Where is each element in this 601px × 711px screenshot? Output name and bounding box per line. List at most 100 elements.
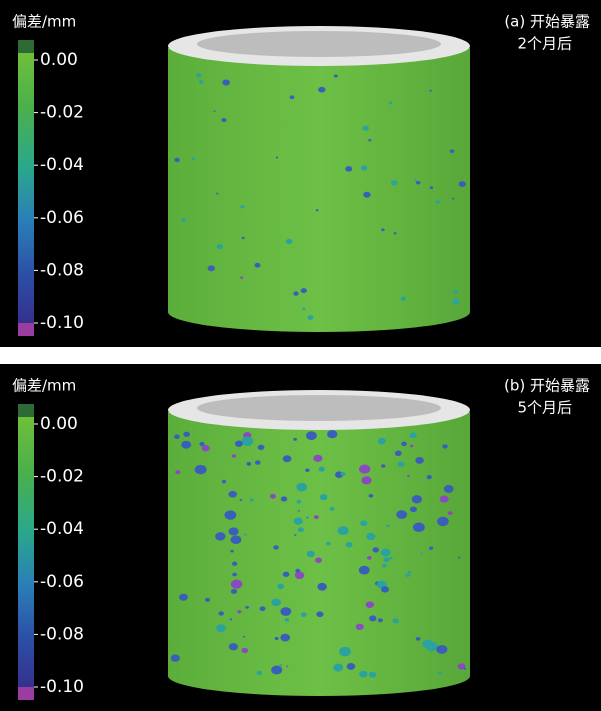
deviation-spot (240, 276, 243, 278)
deviation-spot (231, 580, 243, 589)
colorbar-bottom (18, 323, 34, 336)
deviation-spot (453, 290, 457, 294)
colorbar-tick-label: 0.00 (40, 50, 78, 70)
colorbar-top (18, 404, 34, 417)
deviation-spot (181, 218, 186, 222)
colorbar-bottom (18, 687, 34, 700)
deviation-spot (250, 498, 254, 501)
deviation-spot (333, 664, 343, 672)
caption-line1: (b) 开始暴露 (504, 377, 590, 395)
deviation-spot (224, 510, 236, 519)
deviation-spot (242, 437, 254, 446)
deviation-spot (305, 468, 309, 471)
deviation-spot (231, 535, 242, 544)
deviation-spot (205, 598, 210, 602)
colorbar-tick-label: -0.10 (40, 313, 84, 333)
deviation-spot (258, 445, 265, 450)
panel: 偏差/mm0.00-0.02-0.04-0.06-0.08-0.10(b) 开始… (0, 364, 601, 711)
deviation-spot (339, 647, 351, 656)
deviation-spot (306, 431, 317, 440)
deviation-spot (260, 606, 266, 611)
deviation-spot (381, 586, 389, 592)
deviation-spot (436, 645, 447, 654)
deviation-spot (334, 74, 338, 77)
deviation-spot (298, 527, 304, 532)
deviation-spot (413, 523, 425, 532)
deviation-spot (401, 442, 407, 447)
deviation-spot (369, 672, 376, 678)
deviation-spot (297, 500, 302, 504)
deviation-spot (273, 545, 279, 549)
deviation-spot (414, 179, 416, 181)
deviation-spot (330, 507, 335, 511)
deviation-spot (255, 263, 261, 268)
colorbar-tick-label: 0.00 (40, 414, 78, 434)
deviation-spot (298, 510, 300, 512)
deviation-spot (396, 510, 407, 519)
deviation-spot (444, 485, 454, 493)
deviation-spot (235, 441, 243, 447)
deviation-spot (429, 90, 431, 92)
deviation-spot (245, 606, 249, 609)
deviation-spot (391, 180, 397, 185)
deviation-spot (246, 462, 251, 466)
deviation-spot (280, 634, 290, 642)
deviation-spot (440, 495, 449, 502)
deviation-spot (458, 557, 460, 559)
deviation-spot (395, 451, 402, 456)
deviation-spot (283, 572, 290, 577)
deviation-spot (295, 569, 300, 573)
caption-line2: 2个月后 (517, 35, 572, 53)
deviation-spot (381, 549, 391, 557)
deviation-spot (398, 461, 405, 466)
deviation-spot (307, 551, 315, 557)
deviation-spot (393, 618, 399, 623)
deviation-spot (229, 527, 239, 535)
deviation-spot (302, 308, 305, 311)
colorbar-tick-label: -0.08 (40, 260, 84, 280)
deviation-spot (286, 239, 292, 244)
deviation-spot (294, 517, 303, 524)
deviation-spot (175, 470, 180, 474)
deviation-spot (181, 441, 191, 449)
page: {"panels": [ {"unit_label": "偏差/mm", "co… (0, 0, 601, 711)
deviation-spot (340, 472, 345, 476)
deviation-spot (290, 95, 295, 99)
deviation-spot (240, 499, 242, 501)
deviation-spot (452, 299, 459, 305)
deviation-spot (255, 460, 261, 465)
deviation-spot (222, 79, 230, 85)
deviation-spot (270, 494, 276, 499)
deviation-spot (216, 193, 218, 195)
deviation-spot (407, 475, 410, 477)
deviation-spot (406, 574, 410, 577)
deviation-spot (271, 666, 282, 675)
deviation-spot (280, 607, 291, 616)
cylinder-body (168, 412, 470, 696)
deviation-spot (199, 80, 203, 84)
deviation-spot (216, 624, 226, 632)
deviation-spot (383, 557, 389, 562)
deviation-spot (360, 520, 367, 526)
colorbar-tick-label: -0.06 (40, 208, 84, 228)
deviation-spot (316, 209, 319, 211)
deviation-spot (228, 491, 237, 498)
deviation-spot (359, 566, 370, 575)
deviation-spot (401, 297, 406, 301)
deviation-spot (195, 465, 207, 474)
deviation-spot (366, 601, 374, 608)
deviation-spot (412, 495, 422, 503)
deviation-spot (362, 126, 368, 131)
deviation-spot (301, 612, 307, 617)
deviation-spot (356, 624, 364, 630)
colorbar-tick-label: -0.04 (40, 519, 84, 539)
deviation-spot (435, 200, 440, 204)
cylinder-inner (197, 395, 441, 421)
deviation-spot (386, 524, 389, 527)
deviation-spot (281, 496, 287, 501)
deviation-spot (231, 589, 237, 594)
colorbar-tick-label: -0.06 (40, 572, 84, 592)
colorbar-tick-label: -0.08 (40, 624, 84, 644)
deviation-spot (459, 181, 466, 187)
deviation-spot (437, 517, 449, 526)
